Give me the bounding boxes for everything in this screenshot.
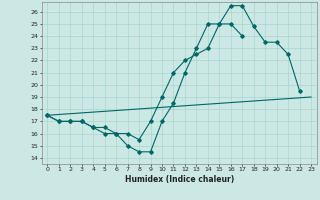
X-axis label: Humidex (Indice chaleur): Humidex (Indice chaleur) xyxy=(124,175,234,184)
